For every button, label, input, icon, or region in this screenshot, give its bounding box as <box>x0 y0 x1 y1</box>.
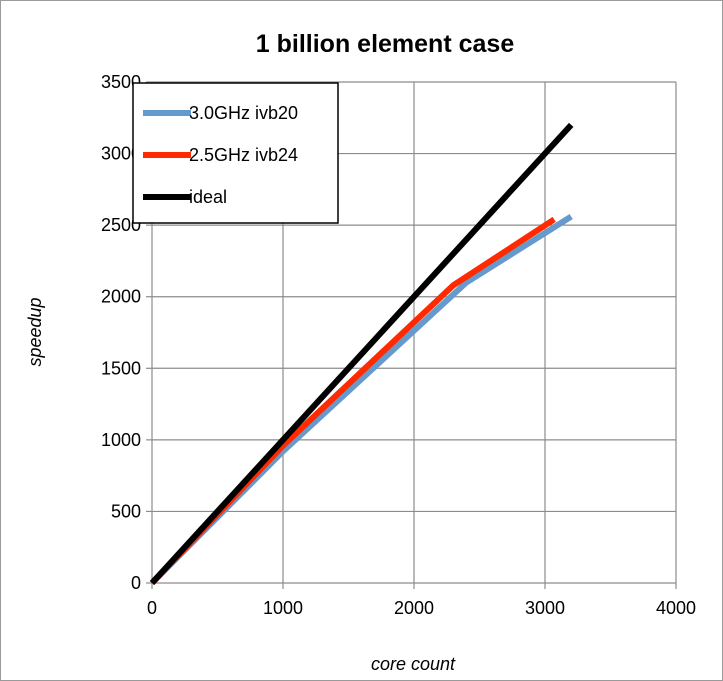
y-tick-label: 3000 <box>101 144 141 164</box>
series-lines <box>149 122 574 586</box>
legend: 3.0GHz ivb20 2.5GHz ivb24 ideal <box>132 82 339 224</box>
x-tick-label: 1000 <box>263 598 303 618</box>
y-tick-label: 2000 <box>101 287 141 307</box>
series-line-3 <box>149 122 574 586</box>
x-tick-label: 2000 <box>394 598 434 618</box>
y-tick-label: 500 <box>111 501 141 521</box>
x-tick-label: 0 <box>147 598 157 618</box>
y-tick-label: 1500 <box>101 358 141 378</box>
x-axis-label: core count <box>371 654 456 674</box>
y-tick-label: 0 <box>131 573 141 593</box>
legend-label: 3.0GHz ivb20 <box>189 103 298 123</box>
y-axis-label: speedup <box>25 297 45 366</box>
legend-label: ideal <box>189 187 227 207</box>
y-tick-label: 2500 <box>101 215 141 235</box>
y-tick-label: 3500 <box>101 72 141 92</box>
y-tick-label: 1000 <box>101 430 141 450</box>
series-line-1 <box>149 214 573 586</box>
legend-label: 2.5GHz ivb24 <box>189 145 298 165</box>
series-line-2 <box>149 216 556 586</box>
x-tick-label: 3000 <box>525 598 565 618</box>
x-tick-label: 4000 <box>656 598 696 618</box>
chart-title: 1 billion element case <box>256 30 515 58</box>
tick-labels: 0 500 1000 1500 2000 2500 3000 3500 0 1000 2000 300… <box>101 72 696 618</box>
